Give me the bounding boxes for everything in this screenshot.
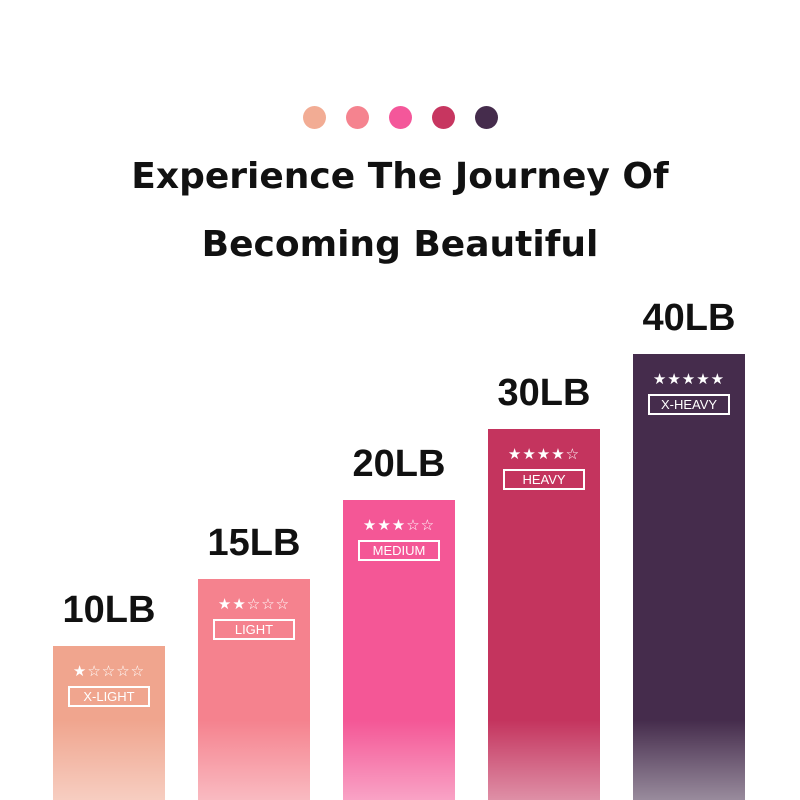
color-dot bbox=[388, 106, 412, 129]
weight-label: 40LB bbox=[642, 297, 736, 339]
title-line-1: Experience The Journey Of bbox=[131, 156, 669, 197]
level-tag: LIGHT bbox=[213, 619, 295, 640]
star-rating: ★★★★★ bbox=[652, 370, 726, 388]
band-bar: ★★★★★ X-HEAVY bbox=[633, 354, 745, 800]
band-bar: ★★☆☆☆ LIGHT bbox=[198, 579, 310, 800]
color-dot bbox=[474, 106, 498, 129]
level-tag: HEAVY bbox=[503, 469, 585, 490]
star-rating: ★☆☆☆☆ bbox=[72, 662, 146, 680]
title-line-2: Becoming Beautiful bbox=[201, 224, 599, 265]
star-rating: ★★☆☆☆ bbox=[217, 595, 291, 613]
weight-label: 10LB bbox=[62, 589, 156, 631]
level-tag: X-HEAVY bbox=[648, 394, 730, 415]
band-bar: ★★★★☆ HEAVY bbox=[488, 429, 600, 800]
level-tag: X-LIGHT bbox=[68, 686, 150, 707]
weight-label: 30LB bbox=[497, 372, 591, 414]
weight-label: 20LB bbox=[352, 443, 446, 485]
color-dot bbox=[302, 106, 326, 129]
star-rating: ★★★★☆ bbox=[507, 445, 581, 463]
band-bar: ★☆☆☆☆ X-LIGHT bbox=[53, 646, 165, 800]
band-bar: ★★★☆☆ MEDIUM bbox=[343, 500, 455, 800]
star-rating: ★★★☆☆ bbox=[362, 516, 436, 534]
color-dot bbox=[345, 106, 369, 129]
weight-label: 15LB bbox=[207, 522, 301, 564]
level-tag: MEDIUM bbox=[358, 540, 440, 561]
color-dots bbox=[0, 106, 800, 129]
color-dot bbox=[431, 106, 455, 129]
